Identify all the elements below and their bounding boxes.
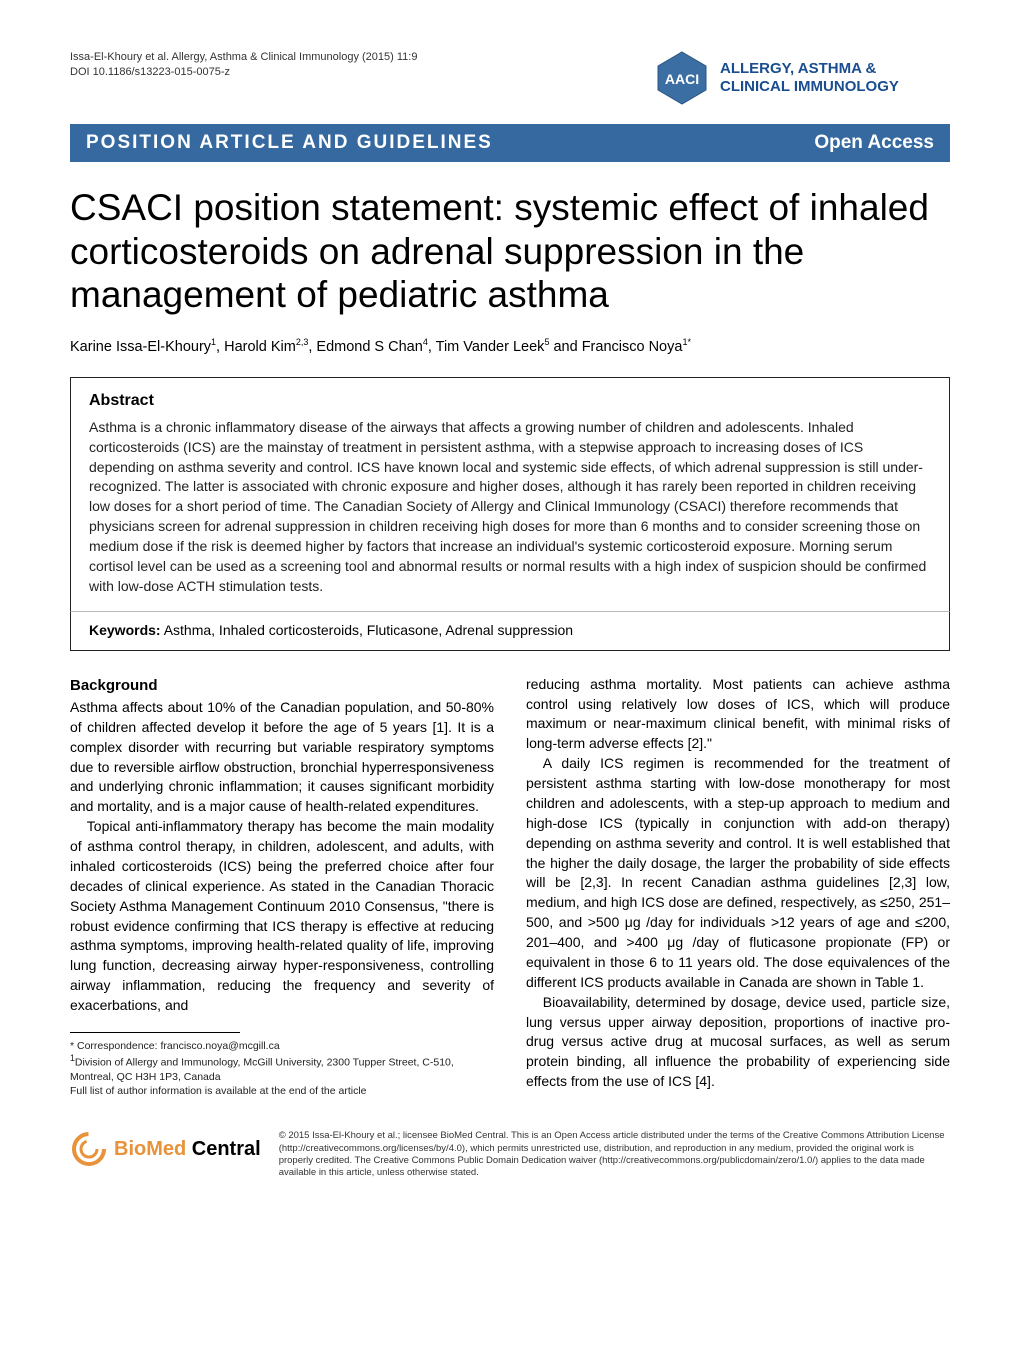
body-paragraph: Bioavailability, determined by dosage, d… bbox=[526, 993, 950, 1092]
correspondence-affiliation: 1Division of Allergy and Immunology, McG… bbox=[70, 1053, 494, 1084]
page-header: Issa-El-Khoury et al. Allergy, Asthma & … bbox=[70, 50, 950, 106]
left-column: Background Asthma affects about 10% of t… bbox=[70, 675, 494, 1098]
footnote-divider bbox=[70, 1032, 240, 1033]
doi: DOI 10.1186/s13223-015-0075-z bbox=[70, 65, 417, 80]
article-type: POSITION ARTICLE AND GUIDELINES bbox=[86, 132, 493, 154]
article-title: CSACI position statement: systemic effec… bbox=[70, 186, 950, 317]
keywords-label: Keywords: bbox=[89, 622, 161, 638]
bmc-label: BioMed Central bbox=[114, 1138, 261, 1161]
article-type-banner: POSITION ARTICLE AND GUIDELINES Open Acc… bbox=[70, 124, 950, 162]
abstract-text: Asthma is a chronic inflammatory disease… bbox=[89, 418, 931, 597]
abstract-box: Abstract Asthma is a chronic inflammator… bbox=[70, 377, 950, 611]
license-text: © 2015 Issa-El-Khoury et al.; licensee B… bbox=[279, 1130, 950, 1179]
body-paragraph: Asthma affects about 10% of the Canadian… bbox=[70, 698, 494, 817]
keywords-box: Keywords: Asthma, Inhaled corticosteroid… bbox=[70, 611, 950, 651]
correspondence-block: * Correspondence: francisco.noya@mcgill.… bbox=[70, 1039, 494, 1098]
keywords-text: Asthma, Inhaled corticosteroids, Flutica… bbox=[161, 622, 573, 638]
open-access-label: Open Access bbox=[814, 132, 934, 154]
body-paragraph: Topical anti-inflammatory therapy has be… bbox=[70, 817, 494, 1016]
aaci-logo-icon: AACI bbox=[654, 50, 710, 106]
body-paragraph: reducing asthma mortality. Most patients… bbox=[526, 675, 950, 755]
right-column: reducing asthma mortality. Most patients… bbox=[526, 675, 950, 1098]
background-heading: Background bbox=[70, 675, 494, 696]
citation-block: Issa-El-Khoury et al. Allergy, Asthma & … bbox=[70, 50, 417, 80]
correspondence-email: * Correspondence: francisco.noya@mcgill.… bbox=[70, 1039, 494, 1053]
svg-text:AACI: AACI bbox=[665, 71, 699, 87]
correspondence-note: Full list of author information is avail… bbox=[70, 1084, 494, 1098]
journal-name: ALLERGY, ASTHMA & CLINICAL IMMUNOLOGY bbox=[720, 60, 950, 96]
citation-authors: Issa-El-Khoury et al. Allergy, Asthma & … bbox=[70, 50, 417, 65]
license-footer: BioMed Central © 2015 Issa-El-Khoury et … bbox=[70, 1120, 950, 1179]
biomed-central-logo: BioMed Central bbox=[70, 1130, 261, 1168]
journal-brand: AACI ALLERGY, ASTHMA & CLINICAL IMMUNOLO… bbox=[654, 50, 950, 106]
body-columns: Background Asthma affects about 10% of t… bbox=[70, 675, 950, 1098]
abstract-heading: Abstract bbox=[89, 392, 931, 410]
author-list: Karine Issa-El-Khoury1, Harold Kim2,3, E… bbox=[70, 337, 950, 355]
body-paragraph: A daily ICS regimen is recommended for t… bbox=[526, 754, 950, 993]
bmc-swirl-icon bbox=[70, 1130, 108, 1168]
